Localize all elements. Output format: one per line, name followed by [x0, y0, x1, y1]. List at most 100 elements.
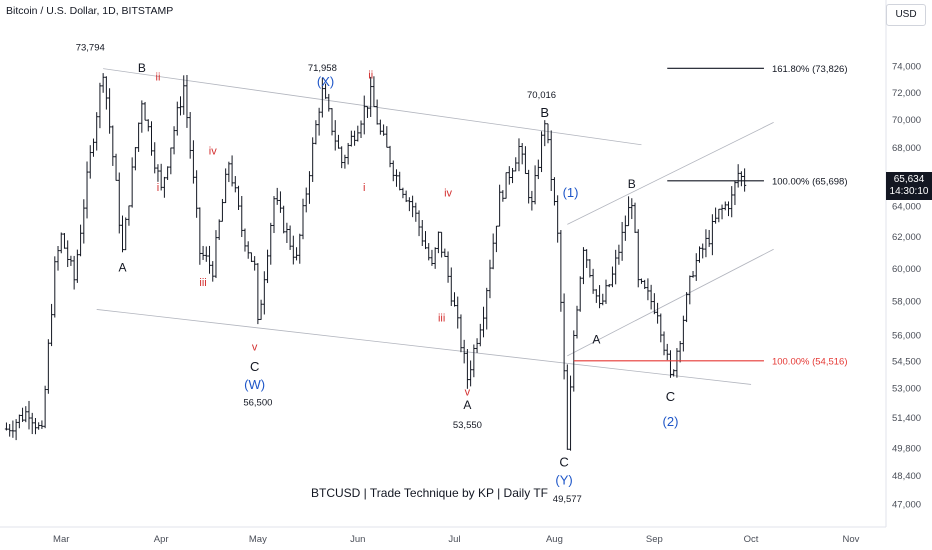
price-tick-label: 60,000 [892, 264, 921, 275]
candle-bar [733, 181, 737, 206]
candle-bar [697, 246, 702, 263]
candle-bar [423, 231, 428, 250]
wave-label: C [250, 359, 259, 374]
candle-bar [333, 120, 337, 151]
fib-levels: 161.80% (73,826) 100.00% (65,698) 100.00% … [573, 64, 847, 367]
last-price: 65,634 [893, 174, 925, 185]
candle-bar [597, 285, 602, 309]
price-note: 56,500 [243, 398, 272, 409]
candle-bar [98, 82, 102, 129]
candle-bar [691, 271, 695, 278]
wave-label: iv [444, 187, 452, 199]
candle-bar [182, 75, 186, 115]
wave-label: C [559, 455, 568, 470]
candle-bar [678, 340, 682, 363]
candle-bar [246, 241, 250, 259]
candle-bar [575, 305, 579, 339]
candle-bar [527, 169, 531, 204]
candle-bar [207, 245, 212, 274]
price-tick-label: 51,400 [892, 413, 921, 424]
candle-bar [594, 289, 598, 303]
candle-bar [24, 406, 28, 423]
wave-label: B [628, 177, 636, 191]
candle-bar [185, 74, 189, 128]
wave-label: (1) [563, 185, 579, 200]
candle-bar [240, 195, 244, 238]
candle-bar [701, 243, 705, 259]
candle-bar [407, 197, 411, 212]
time-tick-label: Nov [843, 534, 860, 545]
candle-bar [472, 344, 476, 378]
candle-bar [249, 252, 254, 263]
wave-label: (X) [317, 74, 334, 89]
candle-bar [72, 255, 76, 290]
time-tick-label: Jul [448, 534, 460, 545]
wave-label: iii [199, 277, 206, 289]
candle-bar [743, 168, 747, 192]
candle-bar [198, 207, 202, 265]
candle-bar [230, 155, 234, 187]
price-tick-label: 68,000 [892, 143, 921, 154]
candle-bar [623, 215, 627, 241]
candle-bar [169, 147, 173, 175]
candle-bar [684, 292, 689, 323]
candle-bar [510, 167, 515, 184]
candle-bar [214, 230, 218, 279]
candle-bar [20, 407, 25, 422]
candle-bar [404, 190, 408, 203]
candle-bar [327, 93, 331, 112]
time-axis[interactable]: Mar Apr May Jun Jul Aug Sep Oct Nov [53, 534, 860, 545]
candle-bar [56, 245, 60, 271]
candle-bar [330, 108, 334, 136]
candle-bar [82, 199, 86, 244]
candle-bar [40, 420, 44, 429]
candle-bar [440, 231, 444, 258]
price-tick-label: 58,000 [892, 297, 921, 308]
candle-bar [556, 195, 560, 243]
price-tick-label: 49,800 [892, 444, 921, 455]
upper-channel-top [103, 68, 642, 146]
candle-bar [301, 198, 305, 240]
price-axis[interactable]: 47,000 48,400 49,800 51,400 53,000 54,500 56,0… [892, 62, 921, 511]
candle-bar [149, 121, 154, 156]
candle-bar [581, 247, 586, 285]
candle-bar [243, 228, 247, 252]
candle-bar [443, 248, 447, 257]
candle-bar [236, 185, 241, 211]
candle-bar [166, 166, 170, 181]
price-tick-label: 47,000 [892, 500, 921, 511]
candle-bar [668, 350, 673, 378]
wave-label: ii [368, 69, 373, 81]
candle-bar [385, 126, 389, 148]
candle-bar [568, 375, 573, 451]
wave-label: ii [156, 71, 161, 83]
candle-bar [269, 222, 273, 265]
candle-bar [253, 256, 257, 271]
candle-bar [224, 168, 228, 204]
candle-bar [130, 157, 134, 208]
candle-bar [514, 157, 518, 172]
candle-bar [578, 276, 582, 312]
candle-bar [543, 120, 547, 147]
candle-bar [66, 240, 70, 268]
candle-bar [446, 251, 450, 283]
candle-bar [501, 190, 505, 202]
candle-bar [294, 247, 299, 261]
rising-channel-top [567, 122, 774, 225]
candle-bar [362, 95, 366, 135]
candle-bar [720, 204, 724, 220]
candle-bar [336, 134, 341, 149]
currency-button[interactable]: USD [886, 4, 926, 26]
wave-label: (W) [244, 377, 265, 392]
wave-label: (Y) [555, 473, 572, 488]
wave-label: i [363, 182, 365, 194]
candle-bar [449, 267, 453, 307]
candle-bar [288, 225, 292, 250]
candle-bar [159, 163, 163, 191]
last-price-tag: 65,634 14:30:10 [886, 172, 932, 200]
candle-bar [546, 123, 550, 144]
candle-bar [298, 233, 302, 264]
